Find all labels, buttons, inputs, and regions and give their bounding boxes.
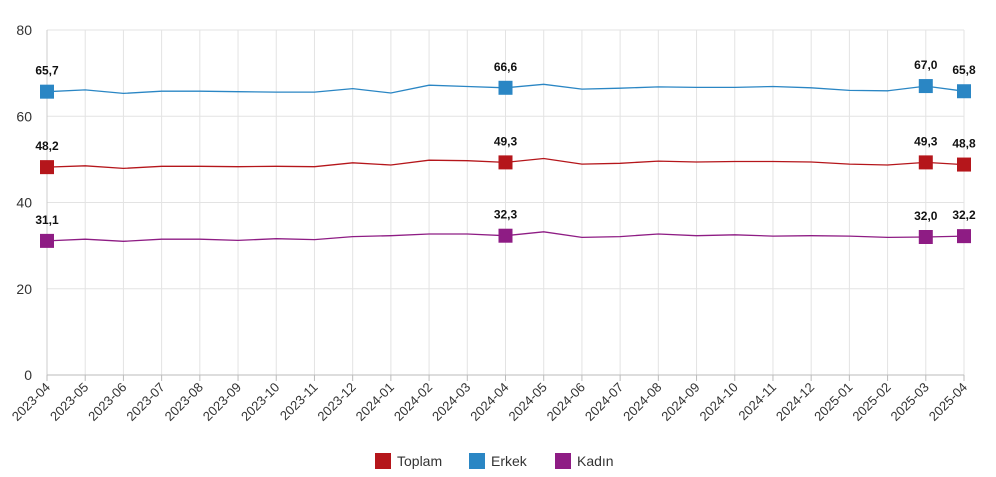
- data-point-marker-erkek[interactable]: [40, 84, 54, 99]
- legend-swatch: [469, 453, 485, 469]
- data-label-toplam: 49,3: [914, 134, 938, 148]
- x-tick-label: 2024-06: [544, 380, 588, 424]
- data-point-marker-kad-n[interactable]: [498, 228, 513, 243]
- data-label-erkek: 65,8: [952, 63, 976, 77]
- data-point-marker-toplam[interactable]: [957, 157, 971, 172]
- x-tick-label: 2024-10: [697, 380, 741, 424]
- x-tick-label: 2023-04: [9, 380, 53, 424]
- x-tick-label: 2023-05: [47, 380, 91, 424]
- y-tick-label: 60: [16, 108, 32, 124]
- x-axis: 2023-042023-052023-062023-072023-082023-…: [9, 374, 970, 424]
- data-point-marker-kad-n[interactable]: [40, 233, 54, 248]
- legend-label: Toplam: [397, 453, 442, 469]
- x-tick-label: 2024-03: [429, 380, 473, 424]
- x-tick-label: 2023-08: [162, 380, 206, 424]
- x-tick-label: 2023-06: [85, 380, 129, 424]
- legend-item-kad-n[interactable]: Kadın: [555, 453, 614, 469]
- legend-swatch: [375, 453, 391, 469]
- x-tick-label: 2023-07: [123, 380, 167, 424]
- y-tick-label: 20: [16, 281, 32, 297]
- data-labels: 48,2 49,3 49,3 48,8 65,7 66,6 67,0 65,8 31,1 32,3…: [35, 58, 976, 227]
- y-tick-label: 40: [16, 195, 32, 211]
- x-tick-label: 2023-10: [238, 380, 282, 424]
- x-tick-label: 2025-01: [811, 380, 855, 424]
- x-tick-label: 2025-04: [926, 380, 970, 424]
- x-tick-label: 2023-11: [277, 380, 321, 424]
- data-point-marker-kad-n[interactable]: [957, 229, 971, 244]
- x-tick-label: 2024-04: [467, 380, 511, 424]
- data-point-marker-toplam[interactable]: [918, 155, 933, 170]
- x-tick-label: 2024-12: [773, 380, 817, 424]
- data-label-kad-n: 32,3: [494, 208, 518, 222]
- x-tick-label: 2023-12: [314, 380, 358, 424]
- data-point-marker-erkek[interactable]: [498, 80, 513, 95]
- x-tick-label: 2024-09: [658, 380, 702, 424]
- x-tick-label: 2024-05: [505, 380, 549, 424]
- y-tick-label: 80: [16, 22, 32, 38]
- x-tick-label: 2024-01: [353, 380, 397, 424]
- data-point-marker-erkek[interactable]: [918, 79, 933, 94]
- data-point-marker-toplam[interactable]: [40, 160, 54, 175]
- data-label-erkek: 67,0: [914, 58, 938, 72]
- x-tick-label: 2024-11: [735, 380, 779, 424]
- x-tick-label: 2023-09: [200, 380, 244, 424]
- legend-swatch: [555, 453, 571, 469]
- legend: Toplam Erkek Kadın: [375, 453, 614, 469]
- y-tick-label: 0: [24, 367, 32, 383]
- x-tick-label: 2024-08: [620, 380, 664, 424]
- data-label-kad-n: 31,1: [35, 213, 59, 227]
- series-group: [40, 79, 971, 248]
- legend-label: Kadın: [577, 453, 614, 469]
- legend-item-erkek[interactable]: Erkek: [469, 453, 528, 469]
- data-label-toplam: 48,8: [952, 137, 976, 151]
- x-tick-label: 2025-03: [888, 380, 932, 424]
- legend-label: Erkek: [491, 453, 528, 469]
- x-tick-label: 2024-02: [391, 380, 435, 424]
- data-label-toplam: 48,2: [35, 139, 59, 153]
- x-tick-label: 2024-07: [582, 380, 626, 424]
- x-tick-label: 2025-02: [849, 380, 893, 424]
- data-point-marker-erkek[interactable]: [957, 84, 971, 99]
- data-label-erkek: 65,7: [35, 64, 59, 78]
- data-label-kad-n: 32,2: [952, 208, 976, 222]
- data-label-toplam: 49,3: [494, 134, 518, 148]
- data-label-erkek: 66,6: [494, 60, 518, 74]
- legend-item-toplam[interactable]: Toplam: [375, 453, 442, 469]
- data-point-marker-kad-n[interactable]: [918, 230, 933, 244]
- data-point-marker-toplam[interactable]: [498, 155, 513, 170]
- data-label-kad-n: 32,0: [914, 209, 938, 223]
